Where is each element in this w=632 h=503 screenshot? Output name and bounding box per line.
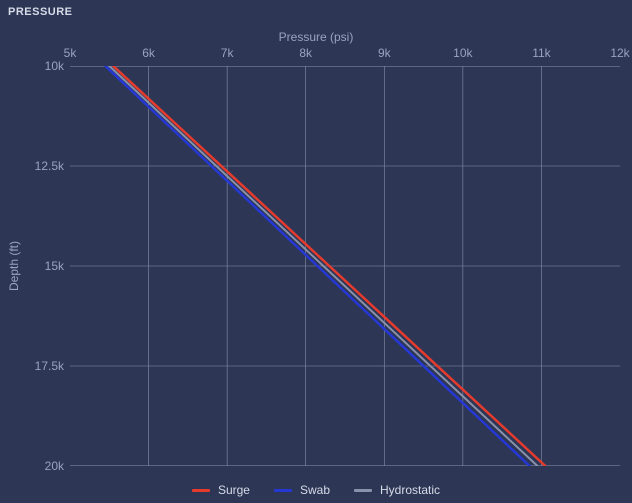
legend-label: Hydrostatic [380, 483, 440, 497]
y-tick-label: 17.5k [30, 359, 64, 373]
legend-label: Surge [218, 483, 250, 497]
x-tick-label: 12k [610, 46, 629, 60]
x-tick-label: 9k [378, 46, 391, 60]
y-tick-label: 20k [30, 459, 64, 473]
panel-title: PRESSURE [8, 6, 73, 18]
x-tick-label: 10k [453, 46, 472, 60]
line-chart-plot-area [70, 66, 620, 466]
pressure-chart-panel: { "chart": { "type": "line", "title": "P… [0, 0, 632, 503]
x-tick-label: 5k [64, 46, 77, 60]
y-axis-label: Depth (ft) [7, 241, 21, 291]
x-tick-label: 8k [299, 46, 312, 60]
legend-item-swab[interactable]: Swab [274, 483, 330, 497]
x-tick-label: 7k [221, 46, 234, 60]
legend-swatch [192, 489, 210, 492]
legend-label: Swab [300, 483, 330, 497]
x-tick-label: 11k [532, 46, 550, 60]
legend-item-surge[interactable]: Surge [192, 483, 250, 497]
y-tick-label: 12.5k [30, 159, 64, 173]
y-tick-label: 15k [30, 259, 64, 273]
chart-legend: Surge Swab Hydrostatic [0, 483, 632, 497]
x-tick-label: 6k [142, 46, 155, 60]
legend-swatch [354, 489, 372, 492]
y-tick-label: 10k [30, 59, 64, 73]
legend-item-hydrostatic[interactable]: Hydrostatic [354, 483, 440, 497]
x-axis-label: Pressure (psi) [0, 30, 632, 44]
legend-swatch [274, 489, 292, 492]
